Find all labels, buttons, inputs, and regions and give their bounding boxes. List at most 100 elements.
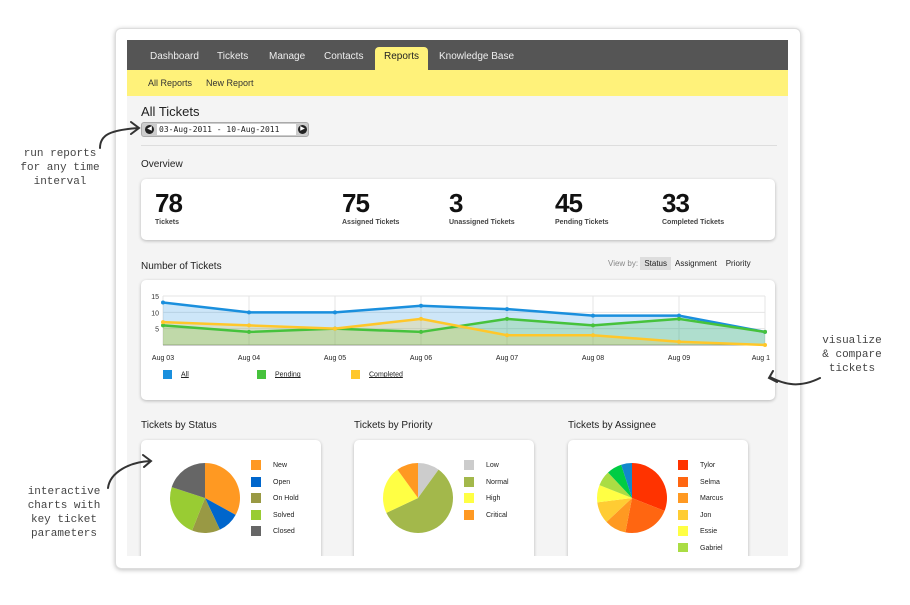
view-by-status[interactable]: Status [640,257,672,270]
legend-label[interactable]: Pending [275,371,301,379]
stat-value: 45 [555,188,583,218]
tab-dashboard[interactable]: Dashboard [150,51,199,62]
data-point[interactable] [161,323,165,328]
stat-value: 3 [449,188,463,218]
legend-label: On Hold [273,495,299,503]
tab-contacts[interactable]: Contacts [324,51,364,62]
stat-label: Assigned Tickets [342,219,400,226]
x-tick-label: Aug 09 [668,355,690,362]
data-point[interactable] [677,339,681,344]
y-tick-label: 10 [151,310,159,317]
legend-item: Marcus [678,493,723,510]
data-point[interactable] [161,320,165,325]
data-point[interactable] [419,329,423,334]
main-nav: Dashboard Tickets Manage Contacts Report… [127,40,788,70]
pie-slice-marcus[interactable] [606,498,632,533]
tab-reports[interactable]: Reports [375,47,429,70]
pie-slice-on-hold[interactable] [192,498,220,533]
line-chart-card: 5 10 15 Aug 03 Aug 04 Aug 05 Aug 06 Aug 07 Aug 0… [141,280,775,400]
pie-slice-low[interactable] [418,463,439,498]
legend-all[interactable]: All [163,370,189,379]
pie-slice-essie[interactable] [597,485,632,503]
new-report-link[interactable]: New Report [206,78,254,88]
data-point[interactable] [677,313,681,318]
pie-slice-gabriel[interactable] [599,472,632,498]
data-point[interactable] [247,323,251,328]
data-point[interactable] [505,307,509,312]
checkbox-checked-icon[interactable] [351,370,360,379]
stat-assigned: 75 Assigned Tickets [342,189,399,227]
legend-item: New [251,460,299,477]
legend-swatch [464,460,474,470]
all-reports-link[interactable]: All Reports [148,78,193,88]
data-point[interactable] [763,343,767,347]
legend-item: Open [251,476,299,494]
x-tick-label: Aug 05 [324,355,346,362]
data-point[interactable] [333,326,337,331]
annotation-visualize: visualize & compare tickets [822,335,882,375]
checkbox-checked-icon[interactable] [163,370,172,379]
pie-slice[interactable] [621,463,632,498]
series-line-completed [162,317,766,347]
legend-completed[interactable]: Completed [351,370,403,379]
legend-label: Gabriel [700,544,723,552]
tab-tickets[interactable]: Tickets [217,51,249,62]
pie-legend: Low Normal High Critical [464,460,509,526]
data-point[interactable] [591,333,595,338]
view-by: View by: Status Assignment Priority [608,257,751,270]
pie-slice-critical[interactable] [397,463,418,498]
pie-slice-solved[interactable] [170,487,205,531]
pie-slice-jon[interactable] [597,498,632,522]
legend-swatch [678,493,688,504]
data-point[interactable] [591,313,595,318]
data-point[interactable] [247,310,251,315]
legend-label[interactable]: All [181,371,189,379]
date-range-input[interactable]: 03-Aug-2011 - 10-Aug-2011 [157,124,296,135]
pie-slice-selma[interactable] [625,498,665,533]
pie-slice-high[interactable] [383,469,418,513]
data-point[interactable] [247,329,251,334]
x-tick-label: Aug 08 [582,355,604,362]
data-point[interactable] [419,303,423,308]
pie-slice-new[interactable] [205,463,240,515]
pie-slice-tylor[interactable] [632,463,667,511]
data-point[interactable] [763,329,767,334]
pie-slice[interactable] [608,464,632,498]
legend-label: Low [486,461,499,469]
legend-item: Selma [678,476,723,494]
pie-slice-closed[interactable] [171,463,205,498]
view-by-assignment[interactable]: Assignment [675,259,717,268]
data-point[interactable] [591,323,595,328]
tab-manage[interactable]: Manage [269,51,306,62]
legend-swatch [251,526,261,537]
legend-label[interactable]: Completed [369,371,403,379]
legend-item: Closed [251,526,299,543]
stat-label: Pending Tickets [555,219,609,226]
assignee-pie [597,463,667,533]
checkbox-checked-icon[interactable] [257,370,266,379]
data-point[interactable] [505,333,509,338]
data-point[interactable] [677,316,681,321]
view-by-priority[interactable]: Priority [725,259,751,268]
pie-slice-normal[interactable] [386,469,453,533]
pie-slice-open[interactable] [205,498,236,530]
tab-knowledge-base[interactable]: Knowledge Base [439,51,515,62]
legend-swatch [678,476,688,487]
legend-swatch [251,493,261,504]
data-point[interactable] [419,316,423,321]
prev-arrow-icon[interactable]: ◀ [145,125,154,134]
legend-item: Essie [678,526,723,543]
legend-label: Marcus [700,495,723,503]
x-tick-label: Aug 04 [238,355,260,362]
data-point[interactable] [505,316,509,321]
next-arrow-icon[interactable]: ▶ [298,125,307,134]
legend-swatch [464,493,474,504]
stat-label: Completed Tickets [662,219,725,226]
annotation-time-interval: run reports for any time interval [20,148,100,188]
number-of-tickets-title: Number of Tickets [141,261,222,272]
stat-tickets: 78 Tickets [155,189,183,227]
legend-pending[interactable]: Pending [257,370,301,379]
page-title: All Tickets [141,104,200,119]
data-point[interactable] [333,310,337,315]
data-point[interactable] [161,300,165,305]
